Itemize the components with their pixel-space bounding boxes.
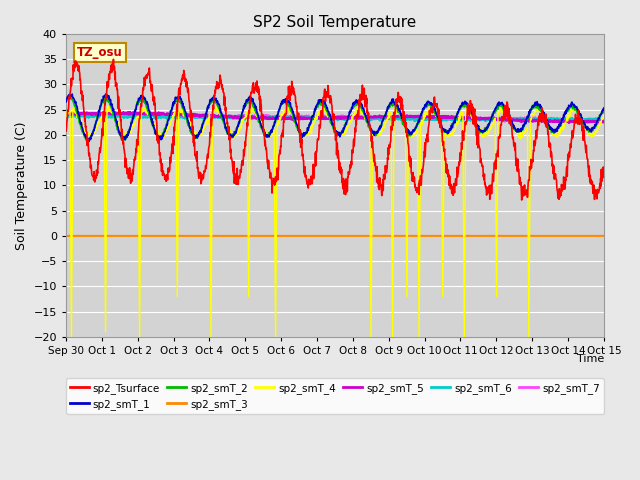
Text: TZ_osu: TZ_osu — [77, 46, 123, 59]
Title: SP2 Soil Temperature: SP2 Soil Temperature — [253, 15, 417, 30]
Y-axis label: Soil Temperature (C): Soil Temperature (C) — [15, 121, 28, 250]
Text: Time: Time — [577, 354, 604, 363]
Legend: sp2_Tsurface, sp2_smT_1, sp2_smT_2, sp2_smT_3, sp2_smT_4, sp2_smT_5, sp2_smT_6, : sp2_Tsurface, sp2_smT_1, sp2_smT_2, sp2_… — [66, 378, 604, 414]
